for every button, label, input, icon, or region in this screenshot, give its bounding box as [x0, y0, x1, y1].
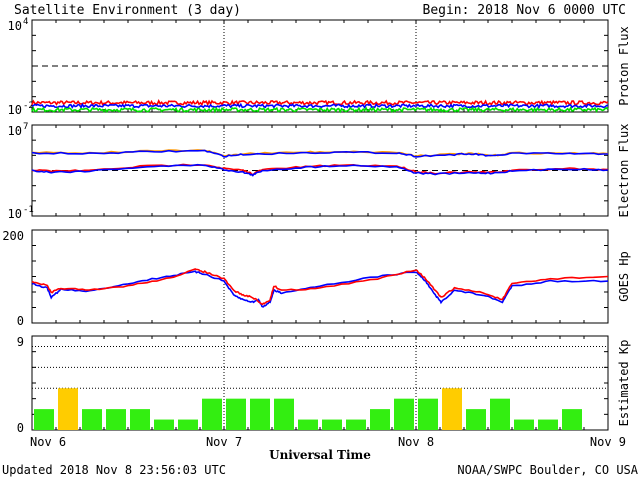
x-tick-label: Nov 9 [590, 435, 626, 449]
kp-bar [346, 419, 366, 430]
y-tick-label: 0 [17, 421, 24, 435]
y-tick-label: 9 [17, 335, 24, 349]
series-line [31, 102, 609, 110]
kp-bar [442, 388, 462, 430]
chart-title: Satellite Environment (3 day) [14, 3, 241, 18]
panel-electron-flux: 10 710 -1 Electron Flux [8, 122, 631, 221]
kp-bar [250, 398, 270, 430]
y-tick-label: 200 [2, 229, 24, 243]
y-axis-label: GOES Hp [617, 251, 631, 302]
x-tick-label: Nov 7 [206, 435, 242, 449]
y-axis-label: Electron Flux [617, 124, 631, 218]
series-line [31, 98, 609, 107]
y-axis-label: Proton Flux [617, 26, 631, 105]
kp-bar [562, 409, 582, 430]
y-tick-exponent: 4 [23, 17, 28, 27]
y-axis-label: Estimated Kp [617, 340, 631, 427]
kp-bar [370, 409, 390, 430]
kp-bar [514, 419, 534, 430]
series-line [31, 268, 609, 306]
series-line [31, 270, 609, 308]
x-tick-label: Nov 8 [398, 435, 434, 449]
kp-bar [274, 398, 294, 430]
kp-bar [154, 419, 174, 430]
series-line [31, 149, 608, 158]
kp-bar [394, 398, 414, 430]
begin-date: Begin: 2018 Nov 6 0000 UTC [423, 3, 627, 18]
kp-bar [322, 419, 342, 430]
x-tick-labels: Nov 6 Nov 7 Nov 8 Nov 9 [30, 435, 626, 449]
series-line [31, 163, 609, 177]
y-tick-label: 10 [8, 207, 22, 221]
x-tick-label: Nov 6 [30, 435, 66, 449]
series-line [31, 106, 609, 114]
kp-bar [466, 409, 486, 430]
kp-bar [538, 419, 558, 430]
kp-bar [82, 409, 102, 430]
kp-bar [178, 419, 198, 430]
credit-text: NOAA/SWPC Boulder, CO USA [457, 463, 638, 477]
kp-bar [202, 398, 222, 430]
plot-frame [31, 335, 609, 431]
kp-bar [58, 388, 78, 430]
kp-bar [34, 409, 54, 430]
kp-bar [490, 398, 510, 430]
panel-estimated-kp: 9 0 Estimated Kp [17, 335, 631, 435]
y-tick-label: 0 [17, 314, 24, 328]
kp-bar [106, 409, 126, 430]
y-tick-exponent: 7 [23, 122, 28, 132]
kp-bar [226, 398, 246, 430]
x-axis-label: Universal Time [269, 448, 371, 462]
y-tick-exponent: -1 [23, 205, 34, 215]
updated-timestamp: Updated 2018 Nov 8 23:56:03 UTC [2, 463, 226, 477]
panel-goes-hp: 200 0 GOES Hp [2, 229, 631, 328]
y-tick-exponent: -2 [23, 101, 34, 111]
plot-frame [31, 19, 609, 113]
plot-frame [31, 229, 609, 324]
y-tick-label: 10 [8, 124, 22, 138]
y-tick-label: 10 [8, 19, 22, 33]
kp-bar [298, 419, 318, 430]
y-tick-label: 10 [8, 103, 22, 117]
kp-bar [418, 398, 438, 430]
kp-bar [130, 409, 150, 430]
